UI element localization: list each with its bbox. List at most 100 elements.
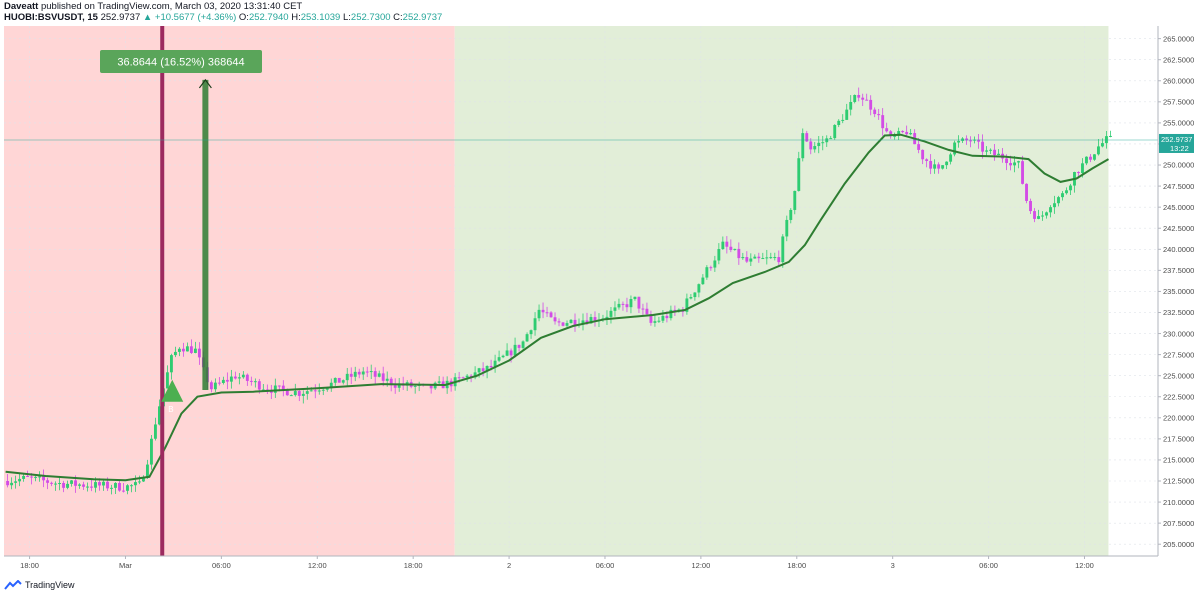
candle-body	[30, 476, 34, 478]
candle-body	[221, 379, 225, 383]
candle-body	[841, 119, 845, 121]
symbol-label[interactable]: HUOBI:BSVUSDT, 15	[4, 11, 98, 23]
candle-body	[349, 373, 353, 377]
candle-body	[921, 149, 925, 160]
candle-body	[569, 319, 573, 324]
candle-body	[533, 318, 537, 331]
candle-body	[985, 150, 989, 152]
candle-body	[869, 99, 873, 110]
candle-body	[94, 482, 97, 488]
measure-annotation-box	[100, 50, 262, 73]
candle-body	[697, 284, 701, 293]
candle-body	[337, 377, 341, 383]
candle-body	[477, 368, 481, 373]
author-name[interactable]: Daveatt	[4, 1, 39, 12]
candle-body	[653, 321, 657, 323]
candle-body	[793, 190, 797, 210]
candle-body	[82, 484, 85, 487]
price-axis-ticks[interactable]: 205.0000 207.5000 210.0000 212.5000 215.0000…	[1158, 34, 1194, 549]
candle-body	[237, 377, 241, 379]
time-tick-label: 06:00	[979, 561, 998, 570]
candle-body	[821, 142, 825, 144]
price-tick-label: 207.5000	[1163, 519, 1194, 528]
price-tag	[1159, 133, 1194, 153]
last-price: 252.9737	[100, 11, 141, 23]
measure-annotation-text: 36.8644 (16.52%) 368644	[117, 57, 244, 69]
candle-body	[1005, 158, 1008, 164]
candle-body	[62, 483, 65, 488]
candle-body	[753, 256, 757, 259]
candle-body	[50, 482, 53, 484]
candle-body	[66, 483, 69, 488]
candle-body	[309, 390, 313, 392]
candle-body	[701, 277, 705, 285]
candle-body	[1053, 203, 1056, 208]
price-tick-label: 260.0000	[1163, 76, 1194, 85]
candle-body	[389, 378, 393, 386]
candle-body	[345, 373, 349, 381]
candle-body	[18, 478, 22, 482]
time-axis-ticks[interactable]: 18:00 Mar 06:00 12:00 18:00 2 06:00 12:00 18:00 3…	[20, 556, 1094, 570]
candle-body	[301, 393, 305, 396]
candle-body	[993, 149, 997, 156]
chart-header: Daveatt published on TradingView.com, Ma…	[4, 1, 1194, 24]
candle-body	[497, 357, 501, 361]
candle-body	[46, 480, 49, 483]
candle-series	[6, 87, 1112, 495]
candle-body	[557, 321, 561, 323]
candle-body	[957, 140, 961, 143]
buy-signal-label: B	[168, 405, 173, 414]
candle-body	[685, 298, 689, 312]
candle-body	[745, 257, 749, 262]
candle-body	[941, 165, 945, 169]
candle-body	[313, 390, 317, 392]
brand-name[interactable]: TradingView	[25, 580, 75, 590]
candle-body	[6, 481, 10, 486]
candle-body	[357, 371, 361, 375]
candle-body	[649, 314, 653, 323]
candle-body	[38, 476, 42, 478]
candle-body	[909, 133, 913, 135]
candle-body	[257, 381, 261, 390]
tradingview-logo-icon	[4, 579, 22, 590]
candle-body	[665, 315, 669, 319]
candle-body	[86, 486, 89, 488]
candle-body	[545, 312, 549, 314]
price-tick-label: 247.5000	[1163, 182, 1194, 191]
candle-body	[353, 371, 357, 377]
candle-body	[329, 382, 333, 389]
candle-body	[553, 317, 557, 322]
candle-body	[341, 380, 345, 383]
candle-body	[573, 319, 577, 326]
candle-body	[689, 297, 693, 299]
price-tick-label: 250.0000	[1163, 161, 1194, 170]
candle-body	[261, 389, 265, 391]
price-tick-label: 242.5000	[1163, 224, 1194, 233]
candle-body	[90, 486, 93, 488]
candle-body	[517, 344, 521, 348]
candle-body	[173, 351, 177, 356]
candle-body	[1017, 161, 1020, 163]
candle-body	[593, 317, 597, 321]
measure-arrow-head-icon	[198, 78, 212, 89]
candle-body	[321, 389, 325, 391]
candle-body	[146, 464, 149, 478]
candle-body	[373, 371, 377, 377]
candle-body	[885, 128, 889, 132]
candle-body	[110, 487, 113, 489]
candle-body	[785, 219, 789, 237]
candle-body	[165, 372, 169, 389]
candle-body	[369, 371, 373, 373]
candle-body	[1029, 200, 1032, 212]
candle-body	[845, 109, 849, 120]
candle-body	[877, 114, 881, 116]
candle-body	[725, 241, 729, 247]
time-tick-label: 06:00	[212, 561, 231, 570]
candle-body	[541, 309, 545, 313]
high-label: H:	[291, 11, 301, 23]
candle-body	[233, 376, 237, 379]
candle-body	[733, 248, 737, 250]
moving-average-line	[5, 133, 1110, 482]
price-tick-label: 235.0000	[1163, 287, 1194, 296]
